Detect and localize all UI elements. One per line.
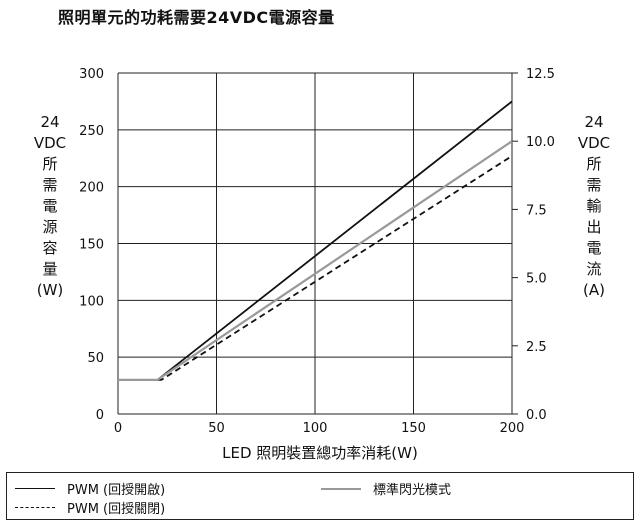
legend-swatch-dashed [15,507,55,508]
legend-swatch-solid [15,488,55,489]
series-line-2 [118,140,513,381]
y-tick-label: 0 [96,408,104,423]
y-label-char: 所 [586,155,602,173]
y-label-char: 需 [586,176,602,194]
tick-labels: 0 50 100 150 200 0 50 100 150 200 250 300 0.0 2.5 5.0 7… [79,67,555,436]
legend-item-pwm-off: PWM (回授關閉) [15,498,165,517]
y-right-tick-label: 10.0 [526,135,555,150]
legend: PWM (回授開啟) PWM (回授關閉) 標準閃光模式 [6,472,634,520]
y-axis-label-left: 24 VDC 所需電源容量 (W) [28,112,72,301]
page-title: 照明單元的功耗需要24VDC電源容量 [58,8,335,27]
legend-label: PWM (回授關閉) [67,502,166,517]
y-right-tick-label: 2.5 [526,340,547,355]
y-label-char: 出 [586,218,602,236]
x-tick-label: 100 [303,421,328,436]
y-label-char: 流 [586,260,602,278]
y-label-char: 電 [586,239,602,257]
x-axis-label: LED 照明裝置總功率消耗(W) [222,444,418,462]
legend-item-flash: 標準閃光模式 [321,479,451,498]
y-label-char: 24 [584,113,604,131]
y-label-char: 容 [42,239,58,257]
y-label-char: 需 [42,176,58,194]
y-right-tick-label: 7.5 [526,203,547,218]
y-label-char: 輸 [586,197,602,215]
y-right-tick-label: 0.0 [526,408,547,423]
legend-label: 標準閃光模式 [373,483,452,498]
chart: 0 50 100 150 200 0 50 100 150 200 250 300 0.0 2.5 5.0 7… [79,67,555,436]
y-right-tick-label: 5.0 [526,272,547,287]
grid [117,72,518,415]
x-tick-label: 200 [500,421,525,436]
y-label-char: VDC [577,134,611,152]
y-label-char: 所 [42,155,58,173]
x-tick-label: 150 [401,421,426,436]
legend-swatch-gray [321,487,361,490]
y-label-char: 電 [42,197,58,215]
y-tick-label: 250 [79,124,104,139]
x-tick-label: 50 [208,421,225,436]
legend-label: PWM (回授開啟) [67,483,166,498]
y-tick-label: 50 [87,351,104,366]
y-tick-label: 150 [79,238,104,253]
series-lines [118,100,513,381]
y-tick-label: 200 [79,181,104,196]
y-label-char: 源 [42,218,58,236]
y-label-char: 量 [42,260,58,278]
y-label-char: VDC [33,134,67,152]
y-label-char: 24 [40,113,60,131]
x-tick-label: 0 [114,421,122,436]
y-tick-label: 300 [79,67,104,82]
y-axis-label-right: 24 VDC 所需輸出電流 (A) [572,112,616,301]
legend-item-pwm-on: PWM (回授開啟) [15,479,165,498]
y-right-tick-label: 12.5 [526,67,555,82]
y-tick-label: 100 [79,294,104,309]
y-label-char: (W) [36,281,64,299]
y-label-char: (A) [583,281,605,299]
